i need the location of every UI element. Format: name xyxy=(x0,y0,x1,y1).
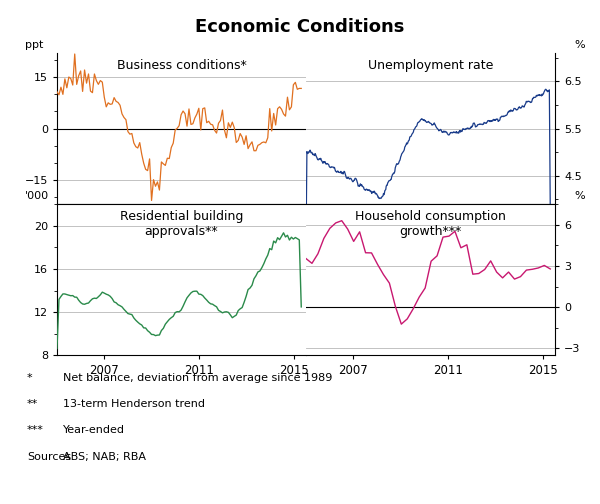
Text: ***: *** xyxy=(27,425,44,435)
Text: *: * xyxy=(27,373,32,383)
Text: Business conditions*: Business conditions* xyxy=(116,59,247,72)
Text: **: ** xyxy=(27,399,38,409)
Text: Residential building
approvals**: Residential building approvals** xyxy=(120,210,243,238)
Text: 13-term Henderson trend: 13-term Henderson trend xyxy=(63,399,205,409)
Text: ABS; NAB; RBA: ABS; NAB; RBA xyxy=(63,452,146,462)
Text: Year-ended: Year-ended xyxy=(63,425,125,435)
Text: ppt: ppt xyxy=(25,40,43,50)
Text: Sources:: Sources: xyxy=(27,452,75,462)
Text: Household consumption
growth***: Household consumption growth*** xyxy=(355,210,506,238)
Text: Economic Conditions: Economic Conditions xyxy=(196,18,404,36)
Text: %: % xyxy=(574,191,585,201)
Text: Unemployment rate: Unemployment rate xyxy=(368,59,493,72)
Text: Net balance, deviation from average since 1989: Net balance, deviation from average sinc… xyxy=(63,373,332,383)
Text: '000: '000 xyxy=(25,191,49,201)
Text: %: % xyxy=(574,40,585,50)
